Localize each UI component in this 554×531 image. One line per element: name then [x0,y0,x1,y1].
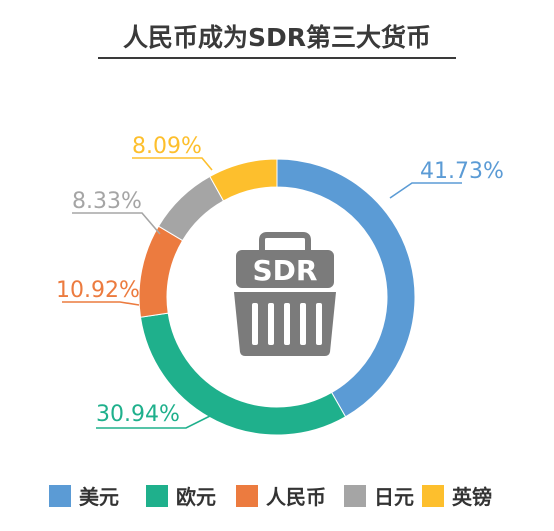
value-label-jpy: 8.33% [72,189,142,214]
legend-swatch-eur [146,485,168,507]
legend-label-eur: 欧元 [176,485,216,509]
legend-label-gbp: 英镑 [452,485,492,509]
leader-line-gbp [132,157,213,171]
chart-title: 人民币成为SDR第三大货币 [123,23,431,52]
legend-label-usd: 美元 [79,485,119,509]
leader-line-usd [389,182,462,199]
legend-swatch-cny [236,485,258,507]
value-label-gbp: 8.09% [132,134,202,159]
donut-slice-jpy [157,175,225,242]
leader-line-cny [62,301,140,306]
legend-label-cny: 人民币 [266,485,326,509]
sdr-basket-icon [234,232,336,356]
value-label-usd: 41.73% [420,159,504,184]
donut-slice-gbp [209,158,278,202]
slice-labels: 41.73% 30.94% 10.92% 8.33% 8.09% [56,134,504,429]
leader-line-eur [96,411,219,429]
legend: 美元 欧元 人民币 日元 英镑 [49,485,492,509]
donut-slices [138,158,416,436]
donut-slice-cny [138,225,184,318]
legend-swatch-gbp [422,485,444,507]
value-label-cny: 10.92% [56,278,140,303]
legend-swatch-usd [49,485,71,507]
sdr-basket-text: SDR [253,254,318,287]
legend-label-jpy: 日元 [374,485,414,509]
value-label-eur: 30.94% [96,402,180,427]
legend-swatch-jpy [344,485,366,507]
leader-line-jpy [72,212,161,235]
